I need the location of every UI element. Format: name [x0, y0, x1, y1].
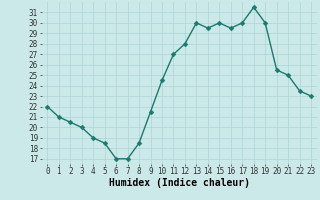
X-axis label: Humidex (Indice chaleur): Humidex (Indice chaleur) — [109, 178, 250, 188]
